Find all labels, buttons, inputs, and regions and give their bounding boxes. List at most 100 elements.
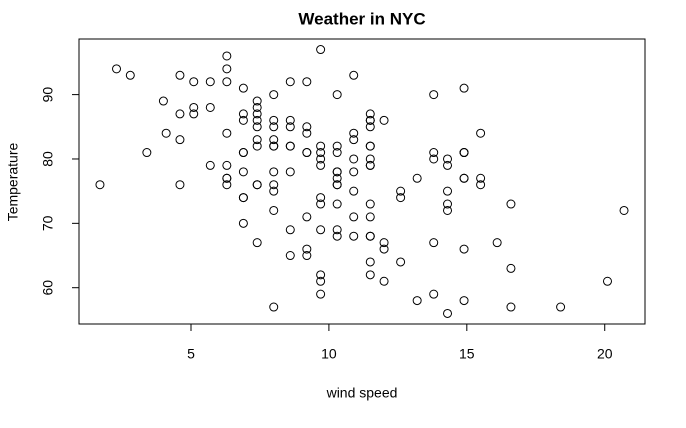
point [252, 122, 262, 132]
point [556, 302, 566, 312]
y-tick-label: 60 [40, 280, 56, 296]
point [222, 128, 232, 138]
point [396, 257, 406, 267]
point [379, 276, 389, 286]
point [175, 135, 185, 145]
point [316, 289, 326, 299]
point [332, 173, 342, 183]
point [332, 180, 342, 190]
point [238, 109, 248, 119]
point [365, 199, 375, 209]
point [189, 102, 199, 112]
point [252, 180, 262, 190]
point [252, 238, 262, 248]
point [365, 257, 375, 267]
point [205, 102, 215, 112]
point [189, 77, 199, 87]
point [349, 231, 359, 241]
point [506, 199, 516, 209]
point [492, 238, 502, 248]
y-tick-label: 90 [40, 87, 56, 103]
point [175, 109, 185, 119]
y-tick-label: 70 [40, 215, 56, 231]
point [316, 148, 326, 158]
point [459, 296, 469, 306]
point [332, 199, 342, 209]
point [443, 205, 453, 215]
point [332, 90, 342, 100]
point [238, 167, 248, 177]
point [602, 276, 612, 286]
point [222, 77, 232, 87]
point [316, 199, 326, 209]
point [365, 212, 375, 222]
point [379, 238, 389, 248]
point [316, 225, 326, 235]
point [112, 64, 122, 74]
point [365, 154, 375, 164]
point [316, 193, 326, 203]
point [302, 77, 312, 87]
point [349, 154, 359, 164]
point [349, 70, 359, 80]
point [506, 263, 516, 273]
point [269, 141, 279, 151]
point [95, 180, 105, 190]
point [222, 64, 232, 74]
point [349, 167, 359, 177]
point [459, 148, 469, 158]
point [396, 186, 406, 196]
point [365, 270, 375, 280]
point [316, 270, 326, 280]
point [316, 154, 326, 164]
point [429, 154, 439, 164]
point [349, 128, 359, 138]
point [205, 77, 215, 87]
point [302, 148, 312, 158]
point [476, 180, 486, 190]
point [269, 115, 279, 125]
point [459, 173, 469, 183]
x-tick-label: 15 [459, 346, 475, 362]
point [252, 115, 262, 125]
x-tick-label: 5 [187, 346, 195, 362]
point [332, 148, 342, 158]
point [443, 199, 453, 209]
point [443, 308, 453, 318]
point [332, 141, 342, 151]
point [285, 167, 295, 177]
point [269, 205, 279, 215]
point [285, 225, 295, 235]
point [269, 135, 279, 145]
point [285, 115, 295, 125]
point [365, 141, 375, 151]
point [619, 205, 629, 215]
point [142, 148, 152, 158]
point [285, 251, 295, 261]
x-axis-label: wind speed [326, 385, 398, 401]
point [379, 115, 389, 125]
x-tick-label: 20 [597, 346, 613, 362]
point [285, 141, 295, 151]
point [476, 173, 486, 183]
point [459, 244, 469, 254]
point [222, 180, 232, 190]
point [252, 109, 262, 119]
point [302, 244, 312, 254]
point [396, 193, 406, 203]
plot-frame [78, 38, 646, 325]
point [476, 128, 486, 138]
point [158, 96, 168, 106]
point [443, 160, 453, 170]
point [365, 160, 375, 170]
point [506, 302, 516, 312]
point [205, 160, 215, 170]
point [349, 135, 359, 145]
point [302, 122, 312, 132]
point [161, 128, 171, 138]
point [349, 212, 359, 222]
point [238, 218, 248, 228]
point [332, 225, 342, 235]
point [189, 109, 199, 119]
